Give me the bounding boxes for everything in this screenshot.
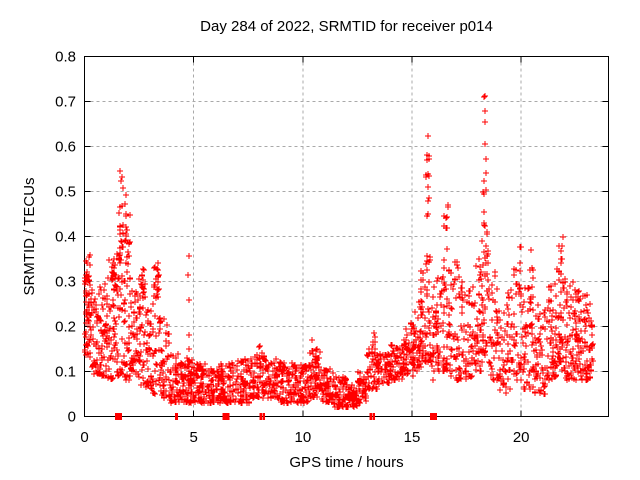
zero-value-cluster-marker — [114, 413, 122, 420]
x-axis-label: GPS time / hours — [289, 454, 403, 471]
y-tick-label: 0.6 — [55, 139, 76, 156]
x-tick-label: 10 — [294, 429, 311, 446]
x-tick-label: 0 — [80, 429, 88, 446]
y-axis-label: SRMTID / TECUs — [21, 177, 38, 295]
srmtid-scatter-markers — [82, 93, 596, 410]
x-tick-label: 20 — [513, 429, 530, 446]
zero-value-cluster-marker — [429, 413, 437, 420]
zero-value-cluster-marker — [222, 413, 230, 420]
y-tick-label: 0.1 — [55, 364, 76, 381]
y-tick-label: 0.4 — [55, 229, 76, 246]
zero-value-cluster-marker — [372, 413, 375, 420]
zero-value-cluster-marker — [259, 413, 263, 420]
y-tick-label: 0 — [68, 409, 76, 426]
x-tick-label: 5 — [189, 429, 197, 446]
tick-labels: 0 5 10 15 20 0 0.1 0.2 0.3 0.4 0.5 0.6 0.7 0.8 — [55, 49, 529, 447]
axes — [84, 56, 609, 417]
zero-value-cluster-marker — [369, 413, 372, 420]
chart-title: Day 284 of 2022, SRMTID for receiver p01… — [200, 18, 493, 35]
y-tick-label: 0.5 — [55, 184, 76, 201]
x-tick-label: 15 — [404, 429, 421, 446]
zero-value-cluster-marker — [175, 413, 179, 420]
y-tick-label: 0.3 — [55, 274, 76, 291]
y-tick-label: 0.8 — [55, 49, 76, 66]
grid-lines — [84, 56, 609, 417]
y-tick-label: 0.7 — [55, 94, 76, 111]
zero-value-cluster-marker — [262, 413, 265, 420]
y-tick-label: 0.2 — [55, 319, 76, 336]
data-points — [82, 93, 596, 420]
